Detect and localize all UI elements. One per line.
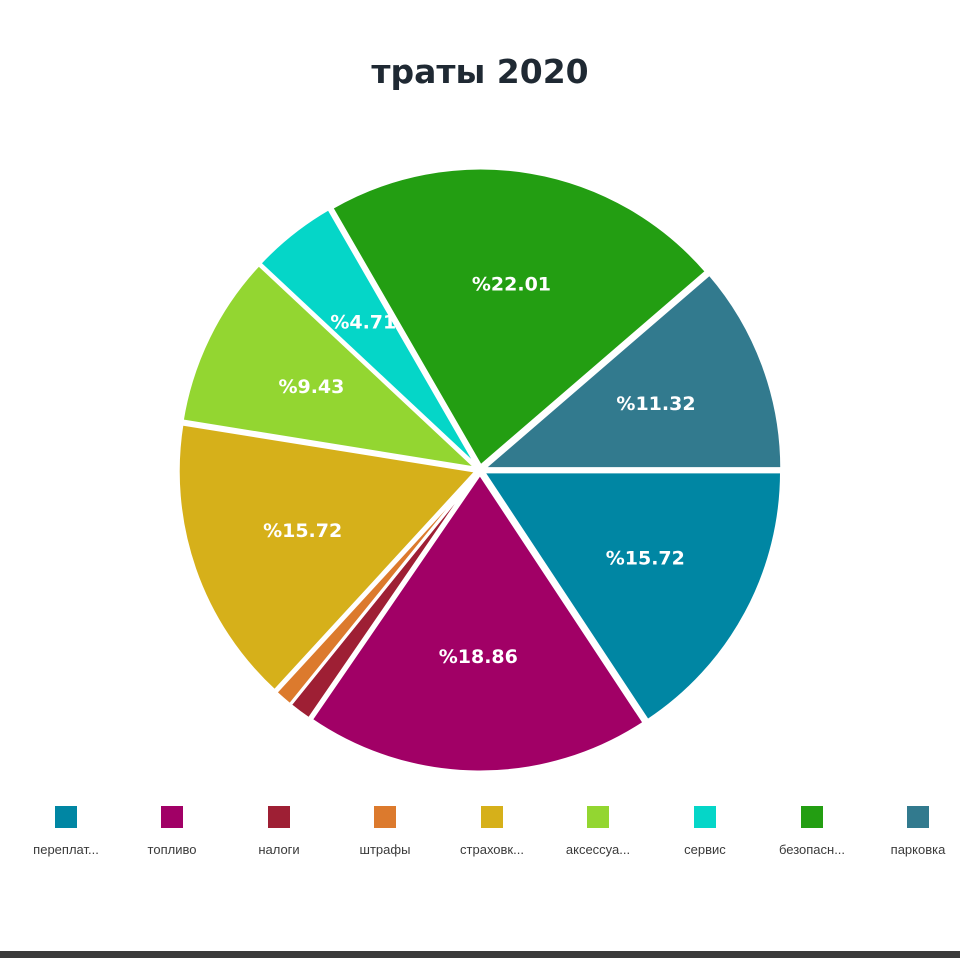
pie-slice[interactable]	[480, 470, 784, 723]
slice-value-label: %9.43	[278, 376, 344, 398]
slice-value-label: %18.86	[439, 646, 518, 668]
legend-swatch	[694, 806, 716, 828]
legend-label: переплат...	[33, 842, 99, 857]
slice-value-label: %15.72	[263, 520, 342, 542]
pie-slice[interactable]	[309, 471, 647, 774]
chart-title: траты 2020	[371, 52, 589, 91]
legend-swatch	[587, 806, 609, 828]
legend-swatch	[268, 806, 290, 828]
bottom-bar	[0, 951, 960, 958]
pie-slice[interactable]	[180, 262, 482, 471]
legend-swatch	[481, 806, 503, 828]
legend-swatch	[801, 806, 823, 828]
legend-item[interactable]: штрафы	[332, 806, 438, 857]
legend-label: сервис	[684, 842, 726, 857]
legend-swatch	[907, 806, 929, 828]
legend-item[interactable]: топливо	[119, 806, 225, 857]
pie-chart: %15.72 %18.86 %15.72 %9.43 %4.71 %22.01 %11.32	[176, 166, 784, 774]
legend-item[interactable]: сервис	[652, 806, 758, 857]
legend-swatch	[55, 806, 77, 828]
legend-label: налоги	[258, 842, 300, 857]
slice-value-label: %15.72	[606, 547, 685, 569]
legend-item[interactable]: страховк...	[439, 806, 545, 857]
slice-value-label: %11.32	[616, 393, 695, 415]
legend-label: страховк...	[460, 842, 524, 857]
pie-slice[interactable]	[329, 166, 709, 469]
legend-label: аксессуа...	[565, 842, 631, 857]
pie-slice[interactable]	[479, 271, 784, 471]
legend-item[interactable]: налоги	[226, 806, 332, 857]
legend-label: парковка	[890, 842, 946, 857]
legend-swatch	[374, 806, 396, 828]
legend-label: штрафы	[359, 842, 411, 857]
legend-item[interactable]: безопасн...	[759, 806, 865, 857]
slice-value-label: %4.71	[330, 311, 396, 333]
slice-value-label: %22.01	[472, 273, 551, 295]
legend-label: безопасн...	[778, 842, 846, 857]
legend-item[interactable]: переплат...	[13, 806, 119, 857]
legend-item[interactable]: парковка	[865, 806, 960, 857]
chart-legend: переплат... топливо налоги штрафы страховк..…	[0, 806, 960, 866]
pie-slice[interactable]	[257, 206, 479, 468]
pie-slice[interactable]	[176, 422, 480, 693]
legend-label: топливо	[147, 842, 197, 857]
pie-slice[interactable]	[273, 472, 479, 707]
legend-item[interactable]: аксессуа...	[545, 806, 651, 857]
legend-swatch	[161, 806, 183, 828]
